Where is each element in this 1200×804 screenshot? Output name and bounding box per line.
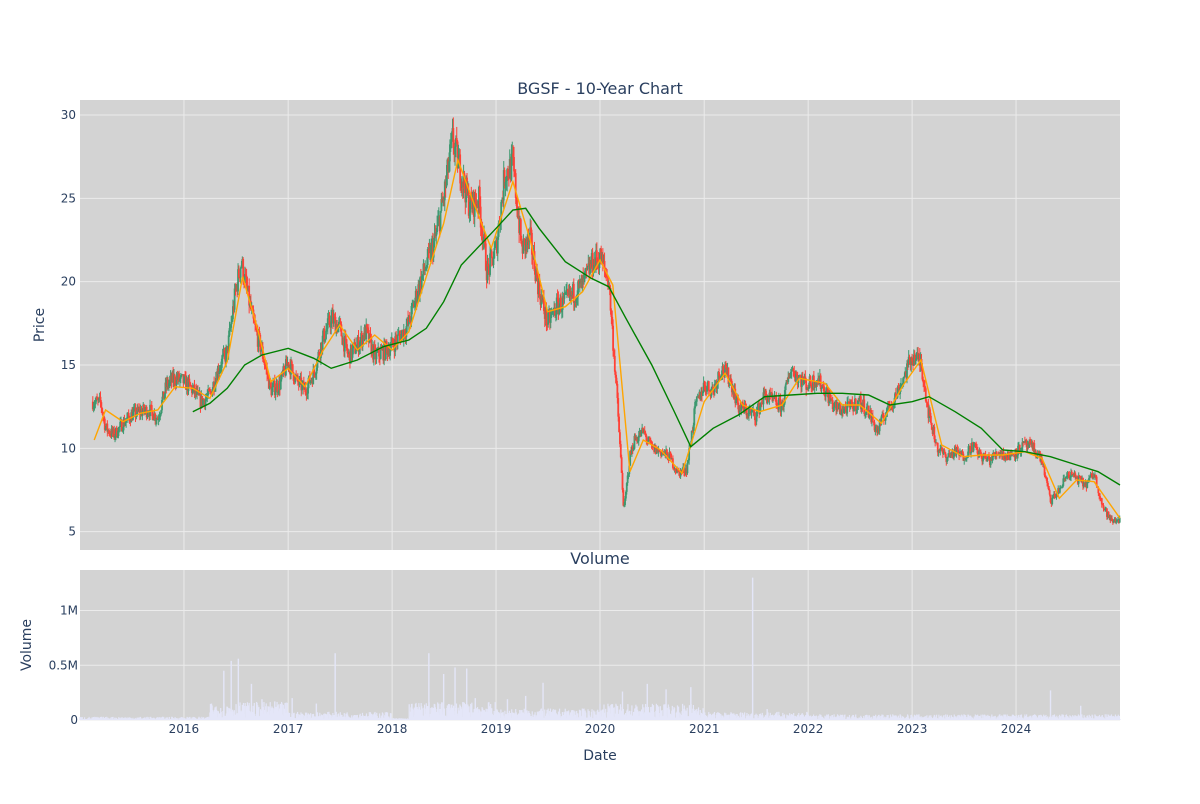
- volume-bar: [193, 717, 194, 720]
- chart-title: BGSF - 10-Year Chart: [517, 79, 683, 98]
- volume-bar: [1119, 719, 1120, 720]
- volume-bar: [466, 669, 467, 720]
- price-candle-body: [325, 331, 327, 339]
- price-candle-body: [863, 400, 865, 415]
- price-candle-body: [491, 251, 493, 256]
- price-candle-body: [202, 399, 204, 405]
- price-candle-body: [911, 357, 913, 361]
- date-x-tick-label: 2024: [1001, 722, 1032, 736]
- price-candle-body: [440, 211, 442, 231]
- volume-bar: [690, 687, 691, 720]
- volume-bar: [316, 704, 317, 720]
- volume-subplot-title: Volume: [570, 549, 630, 568]
- price-candle-body: [436, 225, 438, 232]
- date-x-tick-label: 2018: [377, 722, 408, 736]
- volume-bar: [428, 653, 429, 720]
- volume-bar: [245, 703, 246, 720]
- price-candle-body: [853, 405, 855, 412]
- price-axis-label: Price: [32, 308, 48, 342]
- price-y-tick-label: 5: [68, 525, 76, 539]
- price-candle-body: [612, 326, 614, 351]
- volume-bar: [247, 702, 248, 720]
- price-candle-body: [238, 269, 240, 277]
- price-candle-body: [151, 405, 153, 411]
- price-candle-body: [622, 473, 624, 490]
- date-x-tick-label: 2021: [689, 722, 720, 736]
- volume-bar: [1080, 706, 1081, 720]
- price-candle-body: [930, 416, 932, 423]
- volume-bar: [507, 699, 508, 720]
- price-candle-body: [292, 364, 294, 372]
- price-candle-body: [547, 312, 549, 324]
- price-candle-body: [1051, 498, 1053, 504]
- volume-bar: [274, 701, 275, 720]
- volume-bar: [1050, 690, 1051, 720]
- price-candle-body: [327, 318, 329, 328]
- price-y-tick-label: 25: [61, 191, 76, 205]
- price-y-tick-label: 20: [61, 275, 76, 289]
- price-candle-body: [322, 336, 324, 350]
- price-candle-body: [225, 348, 227, 362]
- price-candle-body: [380, 349, 382, 358]
- volume-bar: [665, 689, 666, 720]
- price-candle-body: [275, 391, 277, 395]
- price-candle-body: [291, 361, 293, 364]
- price-candle-body: [513, 157, 515, 171]
- date-x-tick-label: 2023: [897, 722, 928, 736]
- price-y-tick-label: 30: [61, 108, 76, 122]
- volume-y-tick-label: 1M: [60, 604, 78, 618]
- date-x-tick-label: 2019: [481, 722, 512, 736]
- price-candle-body: [1049, 490, 1051, 494]
- price-candle-body: [696, 397, 698, 402]
- date-x-tick-label: 2020: [585, 722, 616, 736]
- price-candle-body: [493, 258, 495, 265]
- price-y-tick-label: 10: [61, 441, 76, 455]
- volume-bar: [454, 667, 455, 720]
- price-candle-body: [708, 381, 710, 390]
- volume-bar: [475, 698, 476, 720]
- price-candle-body: [152, 411, 154, 420]
- volume-bar: [238, 659, 239, 720]
- volume-bar: [647, 684, 648, 720]
- price-candle-body: [355, 351, 357, 354]
- price-y-tick-labels: 5 10 15 20 25 30: [61, 108, 76, 539]
- volume-y-tick-label: 0: [70, 713, 78, 727]
- price-candle-body: [1047, 483, 1049, 486]
- volume-bar: [844, 715, 845, 720]
- price-candle-body: [397, 335, 399, 343]
- price-candle-body: [614, 356, 616, 372]
- volume-bar: [231, 661, 232, 720]
- volume-bar: [261, 699, 262, 720]
- volume-bar: [525, 696, 526, 720]
- volume-bar: [443, 674, 444, 720]
- volume-y-tick-label: 0.5M: [49, 658, 78, 672]
- price-candle-body: [240, 268, 242, 278]
- date-x-tick-labels: 2016 2017 2018 2019 2020 2021 2022 2023 2024: [169, 722, 1032, 736]
- volume-bar: [251, 684, 252, 720]
- date-axis-label: Date: [583, 748, 616, 764]
- price-candle-body: [687, 463, 689, 473]
- price-candle-body: [1099, 496, 1101, 498]
- price-candle-body: [100, 402, 102, 408]
- date-x-tick-label: 2022: [793, 722, 824, 736]
- volume-axis-label: Volume: [19, 619, 35, 671]
- price-y-tick-label: 15: [61, 358, 76, 372]
- volume-bar: [334, 653, 335, 720]
- volume-bar: [752, 578, 753, 720]
- date-x-tick-label: 2017: [273, 722, 304, 736]
- price-candle-body: [330, 315, 332, 327]
- volume-bar: [223, 671, 224, 720]
- volume-bar: [766, 709, 767, 720]
- date-x-tick-label: 2016: [169, 722, 200, 736]
- price-candle-body: [785, 384, 787, 390]
- volume-bar: [291, 698, 292, 720]
- price-candle-body: [1119, 518, 1121, 522]
- volume-y-tick-labels: 0 0.5M 1M: [49, 604, 78, 727]
- price-candle-body: [1103, 505, 1105, 508]
- volume-bar: [542, 683, 543, 720]
- volume-bar: [622, 692, 623, 720]
